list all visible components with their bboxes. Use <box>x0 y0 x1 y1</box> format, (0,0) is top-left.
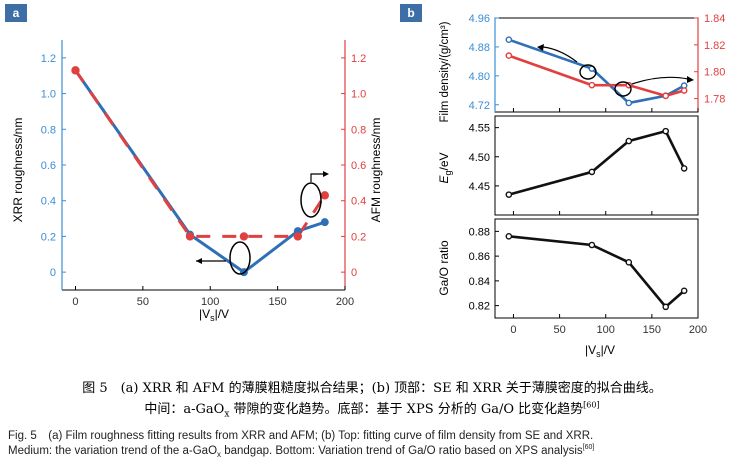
density-right-tick-label: 1.78 <box>704 94 725 106</box>
afm-point <box>320 191 329 200</box>
afm-highlight-ellipse <box>300 182 322 218</box>
bandgap-point <box>588 168 596 176</box>
a-x-axis-label: |Vs|/V <box>199 307 229 323</box>
density-left-arrow-icon <box>542 46 578 63</box>
right-arrow-icon <box>310 173 323 182</box>
caption-en-line2: Medium: the variation trend of the a-GaO… <box>8 444 595 460</box>
afm-point <box>239 232 249 241</box>
b-x-tick-label: 50 <box>553 324 565 336</box>
density-right-tick-label: 1.80 <box>704 67 725 79</box>
bandgap-point <box>625 137 633 145</box>
afm-axis-label: AFM roughness/nm <box>369 118 383 223</box>
b-subplot-frame <box>494 115 699 216</box>
b-x-tick-label: 150 <box>643 324 661 336</box>
density-se-point <box>505 52 513 59</box>
roughness-chart: 0 50 100 150 200 0 0 0.2 0.2 0.4 0.4 0.6 0.6 0.8 0.8 1.… <box>11 40 383 323</box>
panel-a-label: a <box>5 4 27 22</box>
density-se-point <box>662 92 670 100</box>
density-axis-label: Film density/(g/cm³) <box>439 21 451 122</box>
b-left-tick-label: 0.82 <box>469 301 490 313</box>
caption-en-line1: Fig. 5 (a) Film roughness fitting result… <box>8 430 594 442</box>
afm-point <box>185 232 195 241</box>
density-se-line <box>508 54 685 98</box>
xrr-line <box>74 69 326 274</box>
b-left-tick-label: 4.80 <box>469 71 490 83</box>
density-xrr-ellipse <box>579 64 597 80</box>
density-se-point <box>680 87 688 94</box>
b-left-tick-label: 4.55 <box>469 123 490 135</box>
a-x-tick-label: 0 <box>72 296 78 308</box>
density-left-arrowhead-icon <box>537 44 544 51</box>
a-left-tick-label: 1.2 <box>41 53 56 65</box>
gao-ratio-point <box>588 241 596 249</box>
bandgap-axis-label: Eg/eV <box>437 152 453 183</box>
gao-ratio-point <box>505 233 513 240</box>
bandgap-point <box>680 165 688 172</box>
b-x-tick-label: 0 <box>510 324 516 336</box>
bandgap-point <box>505 191 513 198</box>
gao-ratio-line <box>508 235 686 309</box>
gao-ratio-axis-label: Ga/O ratio <box>437 240 451 296</box>
a-right-tick-label: 0.2 <box>351 231 366 243</box>
bandgap-line <box>508 129 686 196</box>
a-left-tick-label: 0 <box>50 267 56 279</box>
gao-ratio-point <box>625 259 633 266</box>
bandgap-point <box>662 127 670 135</box>
b-left-tick-label: 4.45 <box>469 181 490 193</box>
a-x-tick-label: 200 <box>336 296 354 308</box>
a-right-tick-label: 0 <box>351 267 357 279</box>
b-left-tick-label: 4.72 <box>469 100 490 112</box>
density-right-tick-label: 1.84 <box>704 13 725 25</box>
b-left-tick-label: 4.96 <box>469 13 490 25</box>
b-x-tick-label: 200 <box>689 324 707 336</box>
density-right-tick-label: 1.82 <box>704 40 725 52</box>
caption-zh-line2: 中间：a-GaOx 带隙的变化趋势。底部：基于 XPS 分析的 Ga/O 比变化… <box>144 400 600 420</box>
a-right-tick-label: 0.4 <box>351 196 366 208</box>
a-x-tick-label: 150 <box>268 296 286 308</box>
gao-ratio-point <box>662 303 670 311</box>
caption-zh-line1: 图 5 (a) XRR 和 AFM 的薄膜粗糙度拟合结果；(b) 顶部：SE 和… <box>82 381 662 396</box>
b-subplot-frame <box>494 218 699 319</box>
density-se-point <box>588 81 596 89</box>
a-left-tick-label: 0.6 <box>41 160 56 172</box>
a-right-tick-label: 0.8 <box>351 124 366 136</box>
density-se-ellipse <box>614 81 632 97</box>
density-bandgap-ratio-chart: 4.72 4.80 4.88 4.96 1.78 1.80 1.82 1.84 4.45 4.50… <box>437 13 725 359</box>
a-left-tick-label: 0.4 <box>41 196 56 208</box>
left-arrowhead-icon <box>196 258 202 264</box>
a-right-tick-label: 1.2 <box>351 53 366 65</box>
density-xrr-point <box>625 99 633 107</box>
gao-ratio-point <box>680 287 688 295</box>
afm-line <box>74 69 327 238</box>
a-left-tick-label: 1.0 <box>41 89 56 101</box>
xrr-axis-label: XRR roughness/nm <box>11 118 25 223</box>
afm-point <box>293 232 303 241</box>
density-xrr-point <box>505 36 513 43</box>
afm-point <box>71 66 80 75</box>
b-left-tick-label: 0.84 <box>469 276 490 288</box>
b-x-tick-label: 100 <box>597 324 615 336</box>
xrr-highlight-ellipse <box>229 241 251 275</box>
density-right-arrowhead-icon <box>687 76 694 83</box>
a-x-tick-label: 100 <box>201 296 219 308</box>
density-right-arrow-icon <box>631 76 689 85</box>
b-left-tick-label: 4.88 <box>469 42 490 54</box>
a-left-tick-label: 0.8 <box>41 124 56 136</box>
xrr-point <box>320 218 329 227</box>
panel-b-label: b <box>400 4 422 22</box>
right-arrowhead-icon <box>323 171 329 177</box>
b-left-tick-label: 4.50 <box>469 152 490 164</box>
b-left-tick-label: 0.88 <box>469 226 490 238</box>
b-x-axis-label: |Vs|/V <box>585 343 615 359</box>
a-left-tick-label: 0.2 <box>41 231 56 243</box>
a-right-tick-label: 1.0 <box>351 89 366 101</box>
a-x-tick-label: 50 <box>137 296 149 308</box>
a-right-tick-label: 0.6 <box>351 160 366 172</box>
b-left-tick-label: 0.86 <box>469 251 490 263</box>
